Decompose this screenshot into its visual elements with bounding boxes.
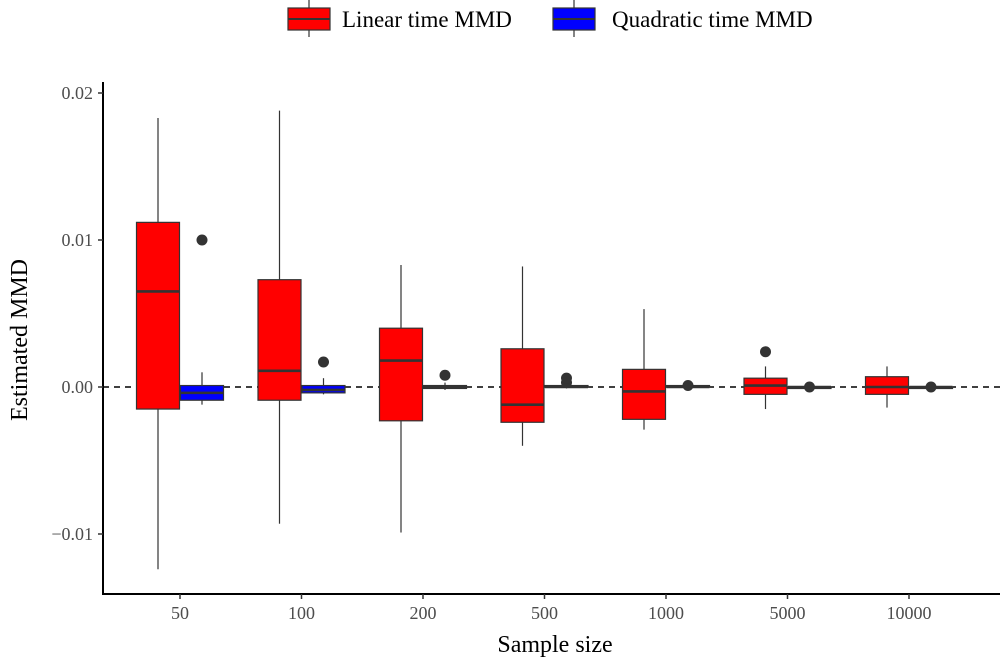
- outlier-point: [561, 372, 572, 384]
- outlier-point: [196, 234, 208, 246]
- y-tick-label: −0.01: [51, 524, 93, 544]
- series-1: [179, 234, 954, 405]
- box: [257, 279, 302, 401]
- legend: Linear time MMD Quadratic time MMD: [287, 0, 813, 37]
- plot-area: [103, 110, 1000, 570]
- box: [621, 368, 667, 420]
- x-tick-label: 5000: [770, 603, 806, 623]
- outlier-point: [682, 380, 694, 392]
- axes: −0.01 0.00 0.01 0.02 50 100 200 500 1000 5000 1000…: [51, 82, 1000, 623]
- outlier-point: [804, 381, 815, 393]
- legend-label: Linear time MMD: [342, 7, 512, 32]
- y-tick-label: 0.01: [62, 230, 94, 250]
- outlier-point: [318, 356, 329, 368]
- legend-item-0: Linear time MMD: [287, 0, 512, 37]
- x-tick-label: 50: [171, 603, 189, 623]
- x-tick-label: 1000: [648, 603, 684, 623]
- series-0: [135, 110, 910, 570]
- box: [500, 348, 545, 423]
- legend-item-1: Quadratic time MMD: [552, 0, 813, 37]
- box: [864, 376, 910, 395]
- y-tick-label: 0.02: [62, 83, 94, 103]
- y-axis-title: Estimated MMD: [7, 259, 33, 421]
- y-tick-label: 0.00: [62, 377, 94, 397]
- box: [378, 327, 424, 422]
- x-tick-label: 10000: [887, 603, 932, 623]
- x-tick-label: 500: [531, 603, 558, 623]
- legend-label: Quadratic time MMD: [612, 7, 813, 32]
- box: [135, 221, 181, 410]
- x-axis-title: Sample size: [497, 632, 612, 658]
- outlier-point: [760, 346, 771, 358]
- x-tick-label: 100: [288, 603, 315, 623]
- outlier-point: [439, 369, 451, 381]
- x-tick-label: 200: [410, 603, 437, 623]
- outlier-point: [925, 381, 937, 393]
